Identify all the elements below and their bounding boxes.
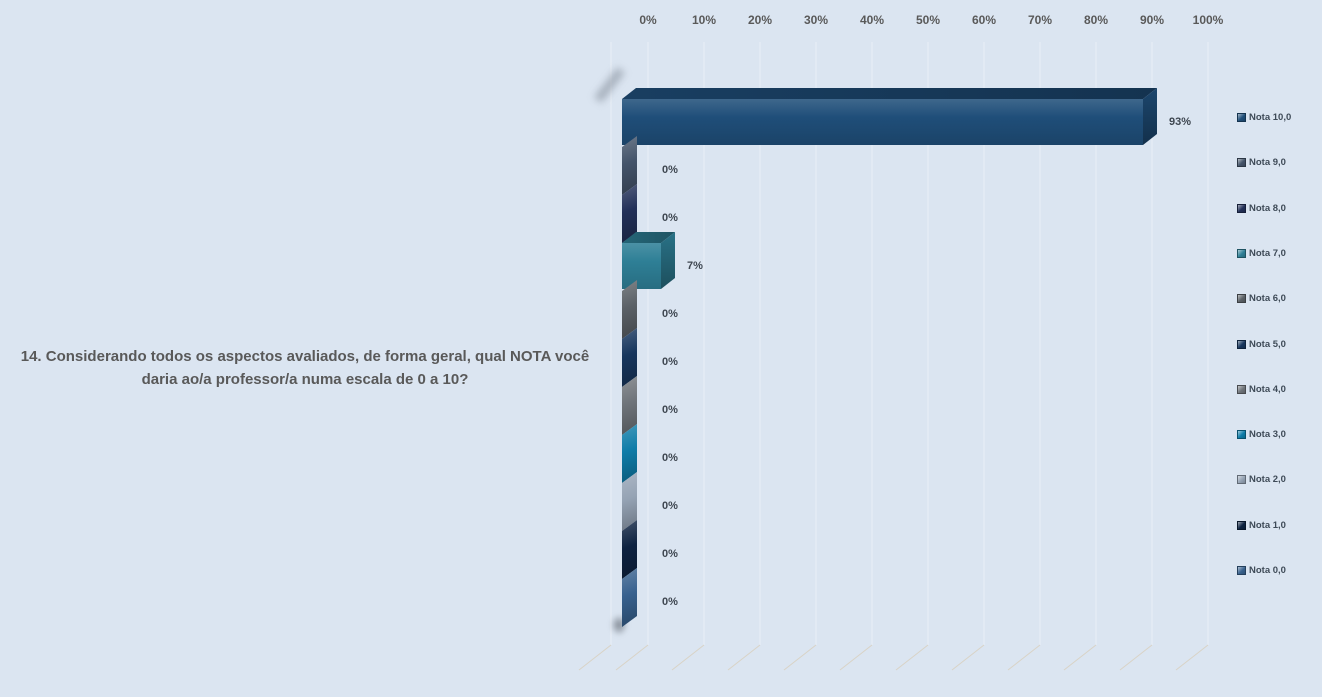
bar-top-face [622,232,675,243]
legend-label: Nota 1,0 [1249,519,1286,531]
bar-zero[interactable] [622,328,637,387]
value-label: 0% [662,404,678,416]
value-label: 0% [662,212,678,224]
legend-marker [1237,429,1246,439]
grid-floor-line [895,644,929,671]
bar-zero[interactable] [622,520,637,579]
x-axis-tick-label: 80% [1083,13,1109,27]
value-label: 0% [662,356,678,368]
bar-zero[interactable] [622,568,637,627]
value-label: 0% [662,308,678,320]
x-axis-tick-label: 100% [1192,13,1224,27]
legend-item[interactable]: Nota 3,0 [1237,427,1286,441]
grid-floor-line [1063,644,1097,671]
value-label: 0% [662,596,678,608]
value-label: 0% [662,548,678,560]
legend-item[interactable]: Nota 4,0 [1237,382,1286,396]
bar-front-face [622,243,661,289]
legend-item[interactable]: Nota 7,0 [1237,246,1286,260]
legend-label: Nota 3,0 [1249,428,1286,440]
bar-zero[interactable] [622,184,637,243]
legend-label: Nota 0,0 [1249,564,1286,576]
legend-label: Nota 7,0 [1249,247,1286,259]
x-axis-tick-label: 50% [915,13,941,27]
legend-item[interactable]: Nota 9,0 [1237,155,1286,169]
legend-item[interactable]: Nota 10,0 [1237,110,1291,124]
grid-floor-line [1119,644,1153,671]
bar-top-face [622,88,1157,99]
x-axis-tick-label: 40% [859,13,885,27]
x-axis-tick-label: 20% [747,13,773,27]
legend-label: Nota 6,0 [1249,292,1286,304]
grid-floor-line [671,644,705,671]
value-label: 93% [1169,116,1192,128]
value-label: 7% [687,260,703,272]
bar-side-face [1143,88,1157,145]
legend-item[interactable]: Nota 6,0 [1237,291,1286,305]
bar-zero[interactable] [622,424,637,483]
bar-zero[interactable] [622,136,637,195]
grid-floor-line [1007,644,1041,671]
x-axis-tick-label: 90% [1139,13,1165,27]
legend-marker [1237,157,1246,167]
legend-label: Nota 2,0 [1249,473,1286,485]
legend-item[interactable]: Nota 5,0 [1237,337,1286,351]
legend-marker [1237,248,1246,258]
legend-label: Nota 10,0 [1249,111,1292,123]
grid-floor-line [839,644,873,671]
legend-marker [1237,112,1246,122]
legend-item[interactable]: Nota 1,0 [1237,518,1286,532]
value-label: 0% [662,500,678,512]
legend-marker [1237,203,1246,213]
x-axis-tick-label: 10% [691,13,717,27]
bar[interactable] [622,232,675,289]
legend-marker [1237,565,1246,575]
bar-zero[interactable] [622,376,637,435]
legend-label: Nota 8,0 [1249,202,1286,214]
legend-label: Nota 5,0 [1249,338,1286,350]
grid-floor-line [578,644,612,671]
grid-floor-line [727,644,761,671]
value-label: 0% [662,452,678,464]
grid-floor-line [615,644,649,671]
legend-marker [1237,339,1246,349]
bar-zero[interactable] [622,280,637,339]
category-axis-title[interactable]: 14. Considerando todos os aspectos avali… [20,348,590,389]
x-axis-tick-label: 60% [971,13,997,27]
legend-marker [1237,520,1246,530]
legend-marker [1237,474,1246,484]
bar-front-face [622,99,1143,145]
x-axis-tick-label: 70% [1027,13,1053,27]
grid-floor-line [1175,644,1209,671]
legend-marker [1237,293,1246,303]
legend-item[interactable]: Nota 2,0 [1237,472,1286,486]
x-axis-tick-label: 30% [803,13,829,27]
legend-item[interactable]: Nota 0,0 [1237,563,1286,577]
legend-label: Nota 4,0 [1249,383,1286,395]
x-axis-tick-label: 0% [639,13,657,27]
grid-floor-line [951,644,985,671]
legend-marker [1237,384,1246,394]
bar-side-face [661,232,675,289]
bar[interactable] [622,88,1157,145]
bar-shadow-top [594,67,625,103]
value-label: 0% [662,164,678,176]
legend-item[interactable]: Nota 8,0 [1237,201,1286,215]
bar-zero[interactable] [622,472,637,531]
legend-label: Nota 9,0 [1249,156,1286,168]
grid-floor-line [783,644,817,671]
